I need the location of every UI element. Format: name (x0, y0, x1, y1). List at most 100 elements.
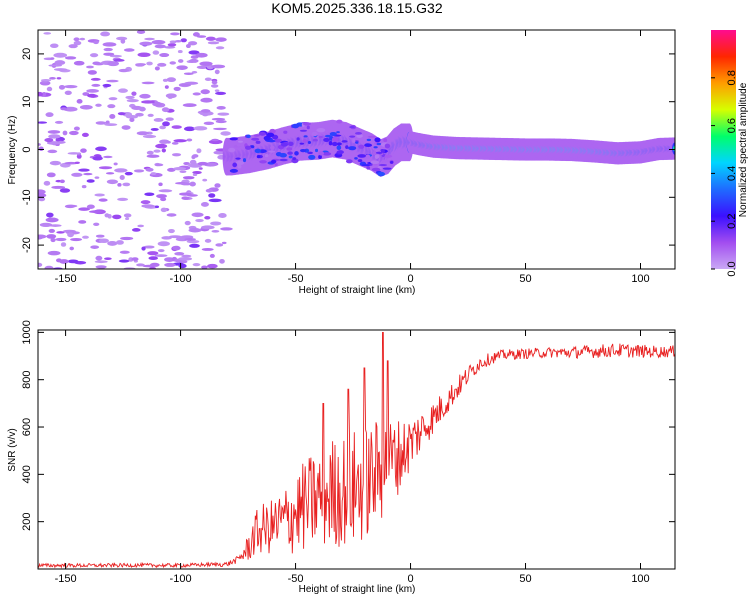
ridge-scatter (384, 143, 391, 149)
noise-speck (56, 77, 62, 80)
noise-speck (79, 104, 93, 110)
noise-speck (119, 250, 130, 254)
noise-speck (221, 241, 227, 245)
noise-speck (135, 63, 145, 67)
ridge-scatter (238, 140, 243, 143)
noise-speck (135, 112, 144, 117)
noise-speck (171, 125, 182, 129)
noise-speck (67, 152, 81, 155)
noise-speck (118, 259, 130, 263)
ridge-scatter (376, 142, 382, 146)
ridge-scatter (373, 146, 378, 149)
ridge-scatter (336, 131, 340, 134)
noise-speck (116, 36, 128, 41)
noise-speck (94, 260, 108, 264)
noise-speck (46, 212, 54, 218)
spectrogram-marks (38, 30, 675, 269)
noise-speck (54, 120, 64, 124)
noise-speck (214, 183, 221, 188)
noise-speck (89, 53, 99, 58)
noise-speck (54, 60, 66, 66)
ridge-scatter (255, 140, 261, 144)
ridge-scatter (312, 138, 318, 142)
noise-speck (42, 91, 47, 97)
noise-speck (48, 228, 55, 233)
noise-speck (199, 61, 213, 66)
spectrogram-ytick-label: -10 (21, 189, 33, 205)
spectrogram-clipped (38, 30, 675, 269)
noise-speck (173, 86, 181, 92)
noise-speck (211, 80, 218, 85)
noise-speck (113, 58, 125, 62)
spectrogram-ytick-label: 10 (21, 96, 33, 108)
noise-speck (148, 256, 159, 261)
noise-speck (215, 46, 225, 50)
figure-title: KOM5.2025.336.18.15.G32 (271, 0, 442, 16)
snr-xtick-label: 100 (631, 573, 649, 585)
noise-speck (63, 106, 78, 112)
ridge-scatter (302, 139, 308, 143)
ridge-scatter (345, 159, 353, 164)
noise-speck (165, 140, 171, 144)
noise-speck (102, 42, 117, 47)
noise-speck (43, 32, 52, 35)
noise-speck (94, 176, 100, 179)
ridge-scatter (229, 168, 238, 173)
ridge-scatter (324, 134, 332, 138)
noise-speck (49, 76, 56, 80)
noise-speck (139, 41, 153, 46)
ridge-scatter (361, 164, 371, 167)
spectrogram-xtick-label: 50 (519, 273, 531, 285)
noise-speck (118, 88, 128, 93)
noise-speck (151, 39, 166, 45)
snr-frame (37, 329, 676, 570)
noise-speck (63, 84, 78, 89)
noise-speck (217, 112, 230, 116)
snr-ytick-label: 1000 (21, 320, 33, 344)
noise-speck (186, 239, 200, 244)
ridge-scatter (256, 155, 261, 159)
noise-speck (117, 182, 122, 187)
noise-speck (90, 77, 101, 81)
ridge-scatter (283, 130, 288, 134)
noise-speck (59, 179, 65, 184)
noise-speck (70, 237, 83, 242)
ridge-scatter (237, 164, 242, 169)
noise-speck (152, 50, 160, 55)
ridge-scatter (235, 157, 241, 160)
snr-line (37, 331, 676, 569)
noise-speck (98, 238, 109, 243)
noise-speck (158, 189, 173, 193)
ridge-scatter (246, 134, 251, 139)
noise-speck (165, 93, 177, 99)
ridge-scatter (331, 141, 338, 147)
noise-speck (215, 120, 227, 124)
noise-speck (88, 210, 103, 214)
ridge-scatter (370, 160, 380, 165)
ridge-scatter (374, 137, 381, 143)
noise-speck (204, 238, 212, 243)
noise-speck (213, 150, 226, 155)
noise-speck (64, 204, 76, 209)
snr-ytick-label: 600 (21, 418, 33, 436)
noise-speck (86, 89, 100, 93)
noise-speck (186, 138, 193, 142)
ridge-scatter (263, 135, 271, 141)
noise-speck (150, 262, 160, 267)
ridge-scatter (352, 138, 356, 143)
noise-speck (49, 43, 59, 48)
noise-speck (172, 245, 181, 251)
noise-speck (44, 265, 54, 269)
noise-speck (150, 172, 157, 175)
noise-speck (189, 243, 200, 248)
noise-speck (144, 192, 155, 196)
ridge-scatter (389, 160, 394, 164)
noise-speck (183, 72, 194, 75)
noise-speck (115, 240, 124, 245)
noise-speck (154, 44, 166, 49)
noise-speck (64, 161, 78, 165)
snr-panel: -150 -100 -50 0 50 100 200 400 600 800 1000 Height… (7, 320, 676, 595)
noise-speck (214, 89, 220, 92)
ridge-scatter (270, 145, 275, 150)
noise-speck (173, 139, 187, 143)
